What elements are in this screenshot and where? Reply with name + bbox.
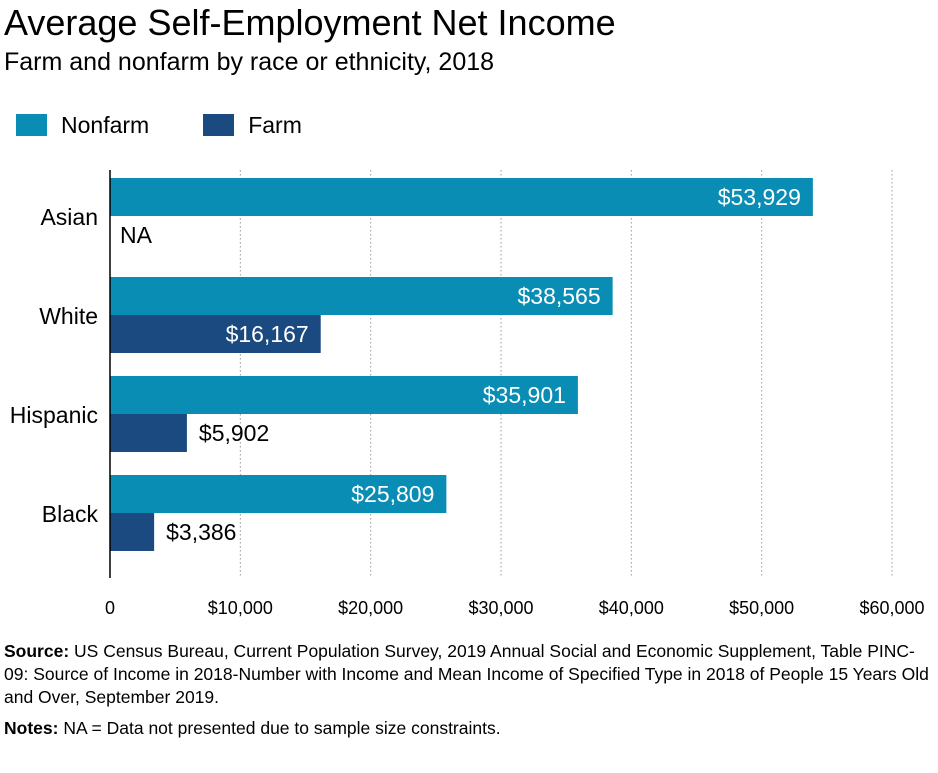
bar-label-nonfarm-white: $38,565	[517, 283, 600, 309]
category-label-black: Black	[42, 501, 99, 527]
x-tick-label-4: $40,000	[599, 598, 664, 618]
category-label-asian: Asian	[40, 204, 98, 230]
x-tick-label-1: $10,000	[208, 598, 273, 618]
bar-farm-black	[110, 513, 155, 551]
x-tick-label-3: $30,000	[468, 598, 533, 618]
x-tick-label-5: $50,000	[729, 598, 794, 618]
legend-swatch-farm	[203, 114, 235, 136]
bar-farm-white	[110, 315, 321, 353]
x-tick-label-2: $20,000	[338, 598, 403, 618]
bar-label-farm-hispanic: $5,902	[199, 420, 269, 446]
bar-nonfarm-asian	[110, 178, 813, 216]
category-label-white: White	[39, 303, 98, 329]
x-tick-label-0: 0	[105, 598, 115, 618]
source-text: US Census Bureau, Current Population Sur…	[4, 641, 929, 707]
bar-label-farm-white: $16,167	[226, 321, 309, 347]
legend-item-farm: Farm	[203, 110, 302, 140]
bar-chart: 0 $10,000 $20,000 $30,000 $40,000 $50,000 $60,…	[10, 170, 925, 618]
bar-label-farm-black: $3,386	[166, 519, 236, 545]
category-label-hispanic: Hispanic	[10, 402, 98, 428]
bar-nonfarm-white	[110, 277, 613, 315]
bar-nonfarm-black	[110, 475, 447, 513]
bar-label-nonfarm-hispanic: $35,901	[483, 382, 566, 408]
footnotes: Source: US Census Bureau, Current Popula…	[4, 640, 929, 748]
bar-label-nonfarm-asian: $53,929	[718, 184, 801, 210]
bar-label-farm-asian: NA	[120, 222, 153, 248]
source-label: Source:	[4, 641, 70, 661]
bar-farm-hispanic	[110, 414, 187, 452]
chart-legend: Nonfarm Farm	[16, 110, 356, 140]
notes-text: NA = Data not presented due to sample si…	[63, 718, 501, 738]
x-tick-label-6: $60,000	[859, 598, 924, 618]
notes-label: Notes:	[4, 718, 59, 738]
source-note: Source: US Census Bureau, Current Popula…	[4, 640, 929, 709]
chart-subtitle: Farm and nonfarm by race or ethnicity, 2…	[4, 48, 495, 76]
bar-label-nonfarm-black: $25,809	[351, 481, 434, 507]
bar-nonfarm-hispanic	[110, 376, 578, 414]
legend-label-nonfarm: Nonfarm	[61, 112, 150, 138]
chart-title: Average Self-Employment Net Income	[4, 2, 616, 43]
legend-label-farm: Farm	[248, 112, 302, 138]
notes-note: Notes: NA = Data not presented due to sa…	[4, 717, 929, 740]
legend-swatch-nonfarm	[16, 114, 47, 136]
legend-item-nonfarm: Nonfarm	[16, 110, 149, 140]
